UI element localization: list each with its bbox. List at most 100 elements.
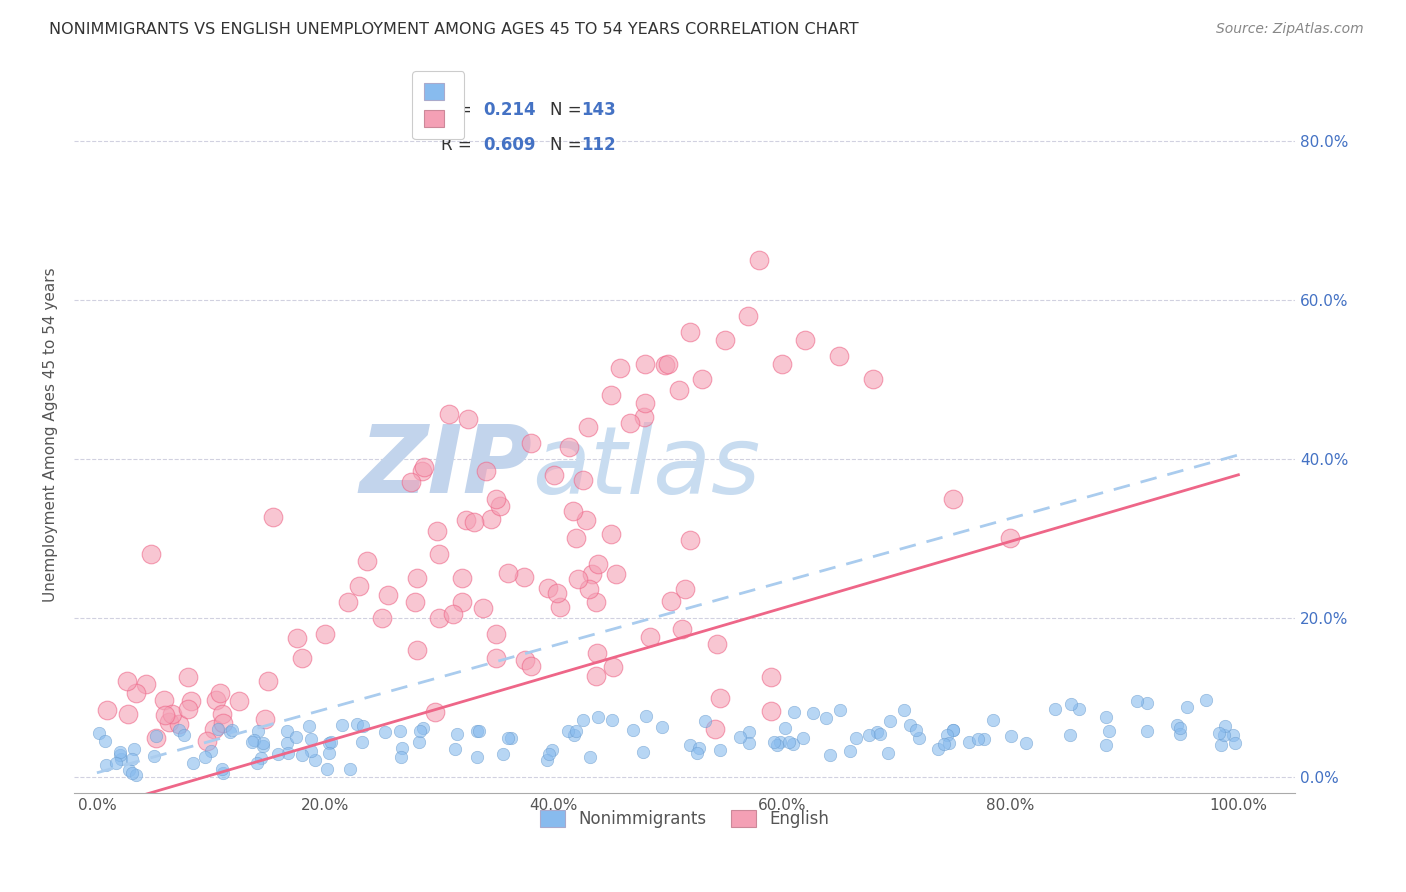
Point: [546, 586, 568, 600]
Point: [221, 723, 243, 737]
Point: [602, 660, 624, 674]
Point: [153, 693, 176, 707]
Point: [709, 743, 731, 757]
Point: [572, 713, 595, 727]
Point: [350, 735, 373, 749]
Point: [578, 750, 600, 764]
Point: [686, 746, 709, 760]
Point: [605, 566, 627, 581]
Point: [408, 735, 430, 749]
Point: [600, 526, 623, 541]
Point: [160, 707, 183, 722]
Point: [609, 360, 631, 375]
Point: [291, 650, 314, 665]
Point: [267, 747, 290, 761]
Point: [967, 732, 990, 747]
Point: [125, 768, 148, 782]
Point: [291, 747, 314, 762]
Point: [1175, 700, 1198, 714]
Point: [586, 710, 609, 724]
Point: [543, 467, 565, 482]
Point: [409, 723, 432, 738]
Point: [454, 513, 477, 527]
Point: [858, 728, 880, 742]
Point: [316, 762, 339, 776]
Point: [934, 737, 956, 751]
Point: [405, 571, 427, 585]
Point: [1095, 738, 1118, 752]
Point: [657, 357, 679, 371]
Point: [737, 309, 759, 323]
Point: [276, 724, 298, 739]
Point: [981, 713, 1004, 727]
Point: [713, 333, 735, 347]
Text: N =: N =: [550, 136, 588, 154]
Point: [427, 611, 450, 625]
Point: [246, 756, 269, 770]
Point: [773, 722, 796, 736]
Point: [121, 766, 143, 780]
Point: [211, 765, 233, 780]
Point: [180, 694, 202, 708]
Point: [783, 705, 806, 719]
Point: [475, 464, 498, 478]
Point: [404, 595, 426, 609]
Point: [405, 642, 427, 657]
Point: [957, 735, 980, 749]
Point: [240, 735, 263, 749]
Point: [465, 723, 488, 738]
Point: [942, 723, 965, 738]
Point: [121, 752, 143, 766]
Point: [463, 516, 485, 530]
Text: 143: 143: [581, 101, 616, 119]
Point: [211, 762, 233, 776]
Point: [314, 626, 336, 640]
Point: [451, 595, 474, 609]
Point: [202, 722, 225, 736]
Point: [209, 686, 232, 700]
Point: [564, 728, 586, 742]
Point: [157, 714, 180, 729]
Point: [866, 724, 889, 739]
Point: [845, 731, 868, 746]
Point: [519, 436, 541, 450]
Point: [1208, 726, 1230, 740]
Point: [173, 728, 195, 742]
Text: R =: R =: [440, 136, 477, 154]
Point: [349, 579, 371, 593]
Point: [356, 554, 378, 568]
Point: [181, 756, 204, 771]
Point: [249, 751, 271, 765]
Point: [318, 746, 340, 760]
Point: [636, 708, 658, 723]
Point: [679, 738, 702, 752]
Point: [262, 510, 284, 524]
Point: [330, 718, 353, 732]
Point: [581, 566, 603, 581]
Point: [444, 742, 467, 756]
Point: [1060, 698, 1083, 712]
Point: [759, 670, 782, 684]
Point: [898, 717, 921, 731]
Point: [437, 408, 460, 422]
Point: [228, 694, 250, 708]
Point: [759, 704, 782, 718]
Point: [135, 677, 157, 691]
Point: [621, 723, 644, 738]
Point: [467, 749, 489, 764]
Point: [927, 742, 949, 756]
Point: [869, 727, 891, 741]
Point: [411, 464, 433, 478]
Point: [558, 440, 581, 454]
Point: [391, 741, 413, 756]
Point: [936, 729, 959, 743]
Point: [585, 595, 607, 609]
Text: NONIMMIGRANTS VS ENGLISH UNEMPLOYMENT AMONG AGES 45 TO 54 YEARS CORRELATION CHAR: NONIMMIGRANTS VS ENGLISH UNEMPLOYMENT AM…: [49, 22, 859, 37]
Point: [110, 752, 132, 766]
Point: [565, 532, 588, 546]
Point: [299, 744, 322, 758]
Point: [1125, 694, 1147, 708]
Text: R =: R =: [440, 101, 477, 119]
Point: [219, 725, 242, 739]
Point: [728, 730, 751, 744]
